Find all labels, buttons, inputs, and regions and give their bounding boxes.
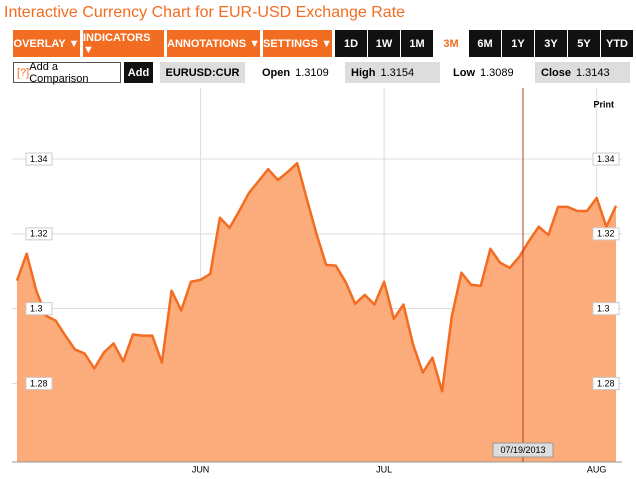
x-tick-label: AUG xyxy=(587,464,607,474)
quote-label: High xyxy=(351,66,376,79)
y-tick-label: 1.3 xyxy=(597,304,610,314)
page-title: Interactive Currency Chart for EUR-USD E… xyxy=(4,4,406,21)
print-button[interactable]: Print xyxy=(593,99,614,109)
x-tick-label: JUL xyxy=(376,464,392,474)
y-tick-box xyxy=(592,152,620,166)
add-button[interactable]: Add xyxy=(124,62,153,83)
symbol: EURUSD:CUR xyxy=(160,62,245,83)
menu-button[interactable]: INDICATORS ▼ xyxy=(83,30,164,57)
quote-value: 1.3109 xyxy=(295,66,329,79)
comparison-input[interactable]: [?] Add a Comparison xyxy=(13,60,121,85)
y-tick-label: 1.28 xyxy=(30,378,48,388)
area-fill xyxy=(17,163,616,462)
crosshair-box xyxy=(492,442,554,458)
y-tick-label: 1.32 xyxy=(30,229,48,239)
quote-label: Open xyxy=(262,66,291,79)
chart: 1.28 1.28 1.3 1.3 1.32 1.32 1.34 1.34 JUN JUL AUG 0… xyxy=(12,88,622,474)
y-tick-box xyxy=(592,227,620,241)
crosshair-label: 07/19/2013 xyxy=(500,445,545,455)
quote-label: Low xyxy=(453,66,475,79)
range-button[interactable]: 6M xyxy=(469,30,501,57)
y-tick-label: 1.28 xyxy=(597,378,615,388)
y-tick-box xyxy=(25,302,53,316)
help-icon[interactable]: [?] xyxy=(17,66,30,79)
range-button[interactable]: 1M xyxy=(401,30,433,57)
menu-button[interactable]: ANNOTATIONS ▼ xyxy=(167,30,260,57)
y-tick-box xyxy=(25,227,53,241)
x-tick-label: JUN xyxy=(192,464,210,474)
quote-field: Close 1.3143 xyxy=(535,62,630,83)
y-tick-label: 1.3 xyxy=(30,304,43,314)
quote-field: Low 1.3089 xyxy=(447,62,527,83)
y-tick-label: 1.34 xyxy=(30,154,48,164)
area-line xyxy=(15,161,618,393)
quote-value: 1.3154 xyxy=(380,66,415,79)
range-button[interactable]: 1Y xyxy=(502,30,534,57)
quote-label: Close xyxy=(541,66,571,79)
menu-button[interactable]: OVERLAY ▼ xyxy=(13,30,80,57)
range-button[interactable]: 3M xyxy=(435,30,467,57)
y-tick-box xyxy=(25,376,53,390)
range-button[interactable]: 1W xyxy=(368,30,400,57)
y-tick-box xyxy=(25,152,53,166)
range-button[interactable]: YTD xyxy=(601,30,633,57)
y-tick-box xyxy=(592,376,620,390)
menu-button[interactable]: SETTINGS ▼ xyxy=(263,30,332,57)
range-button[interactable]: 5Y xyxy=(568,30,600,57)
y-tick-label: 1.34 xyxy=(597,154,615,164)
quote-field: Open 1.3109 xyxy=(256,62,336,83)
y-tick-label: 1.32 xyxy=(597,229,615,239)
placeholder: Add a Comparison xyxy=(29,60,89,85)
range-button[interactable]: 3Y xyxy=(535,30,567,57)
quote-field: High 1.3154 xyxy=(345,62,440,83)
range-button[interactable]: 1D xyxy=(335,30,367,57)
quote-value: 1.3089 xyxy=(480,66,514,79)
y-tick-box xyxy=(592,302,620,316)
quote-value: 1.3143 xyxy=(575,66,610,79)
